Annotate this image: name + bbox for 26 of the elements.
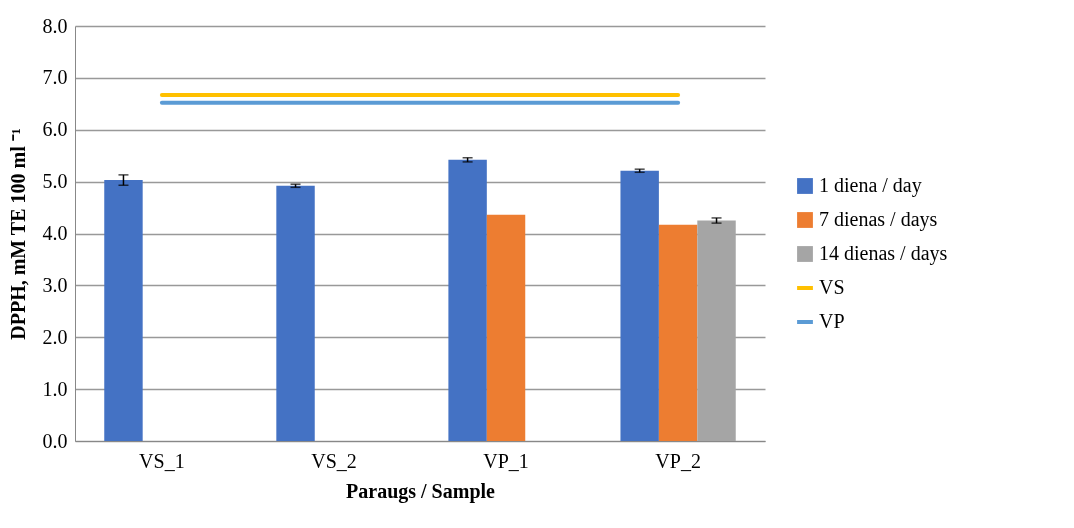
bar: [276, 185, 315, 441]
legend-label: 1 diena / day: [819, 174, 922, 197]
y-tick-label: 4.0: [42, 222, 68, 244]
y-axis-title: DPPH, mM TE 100 ml ⁻¹: [6, 128, 29, 340]
y-tick-label: 3.0: [42, 273, 68, 296]
y-tick-label: 5.0: [42, 170, 68, 193]
bar: [620, 170, 659, 441]
bar: [658, 224, 698, 441]
y-tick-label: 7.0: [42, 66, 68, 89]
x-tick-label: VP_1: [483, 449, 529, 472]
x-tick-label: VS_2: [311, 449, 357, 472]
x-tick-label: VS_1: [139, 449, 185, 472]
y-tick-label: 8.0: [42, 14, 68, 37]
bar: [486, 214, 526, 441]
legend-label: 14 dienas / days: [819, 242, 948, 265]
legend-label: VS: [819, 276, 845, 298]
x-axis-title: Paraugs / Sample: [346, 479, 496, 503]
y-tick-label: 2.0: [42, 325, 68, 348]
bar: [448, 159, 487, 441]
x-tick-label: VP_2: [655, 449, 701, 472]
y-tick-label: 1.0: [42, 377, 68, 400]
y-tick-label: 0.0: [42, 429, 68, 452]
legend-label: 7 dienas / days: [819, 208, 938, 231]
bar: [104, 180, 143, 441]
legend-label: VP: [819, 310, 845, 332]
y-tick-label: 6.0: [42, 118, 68, 141]
